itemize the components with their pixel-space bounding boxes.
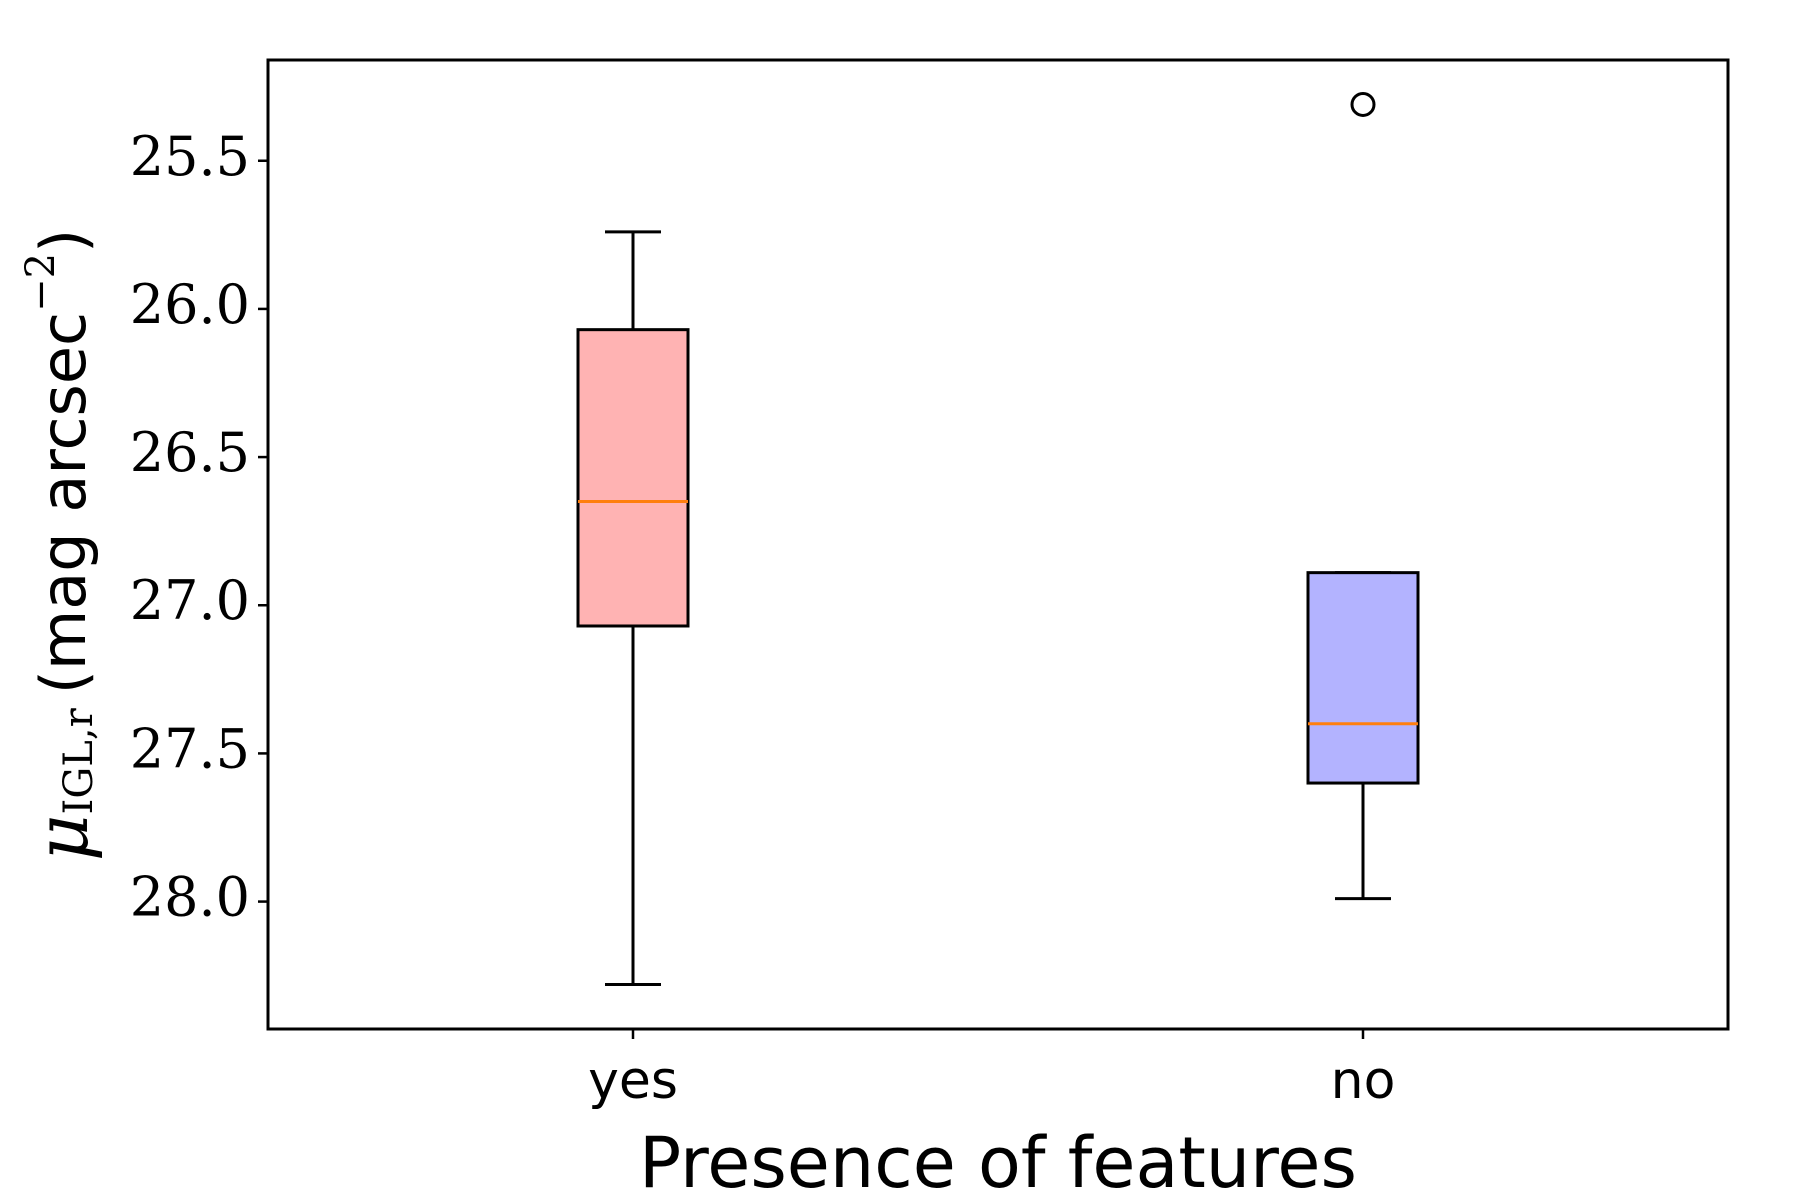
y-tick-label: 26.0	[130, 273, 250, 336]
y-label-subscript: IGL,r	[56, 707, 102, 814]
x-tick-label: no	[1331, 1051, 1396, 1111]
flier	[1350, 91, 1376, 117]
y-tick-label: 27.5	[130, 717, 250, 780]
y-tick-label: 26.5	[130, 421, 250, 484]
y-label-symbol: μ	[20, 814, 104, 861]
y-tick-label: 28.0	[130, 866, 250, 929]
y-label-superscript: −2	[18, 253, 64, 312]
y-axis-label: μIGL,r (mag arcsec−2)	[18, 229, 104, 862]
box	[576, 328, 690, 628]
y-label-close: )	[27, 229, 100, 253]
plot-frame	[266, 58, 1730, 1031]
y-tick-label: 25.5	[130, 125, 250, 188]
x-tick-label: yes	[588, 1051, 678, 1111]
y-label-unit: (mag arcsec	[27, 312, 100, 694]
y-tick-label: 27.0	[130, 569, 250, 632]
box	[1306, 571, 1420, 785]
x-axis-label: Presence of features	[639, 1122, 1357, 1200]
